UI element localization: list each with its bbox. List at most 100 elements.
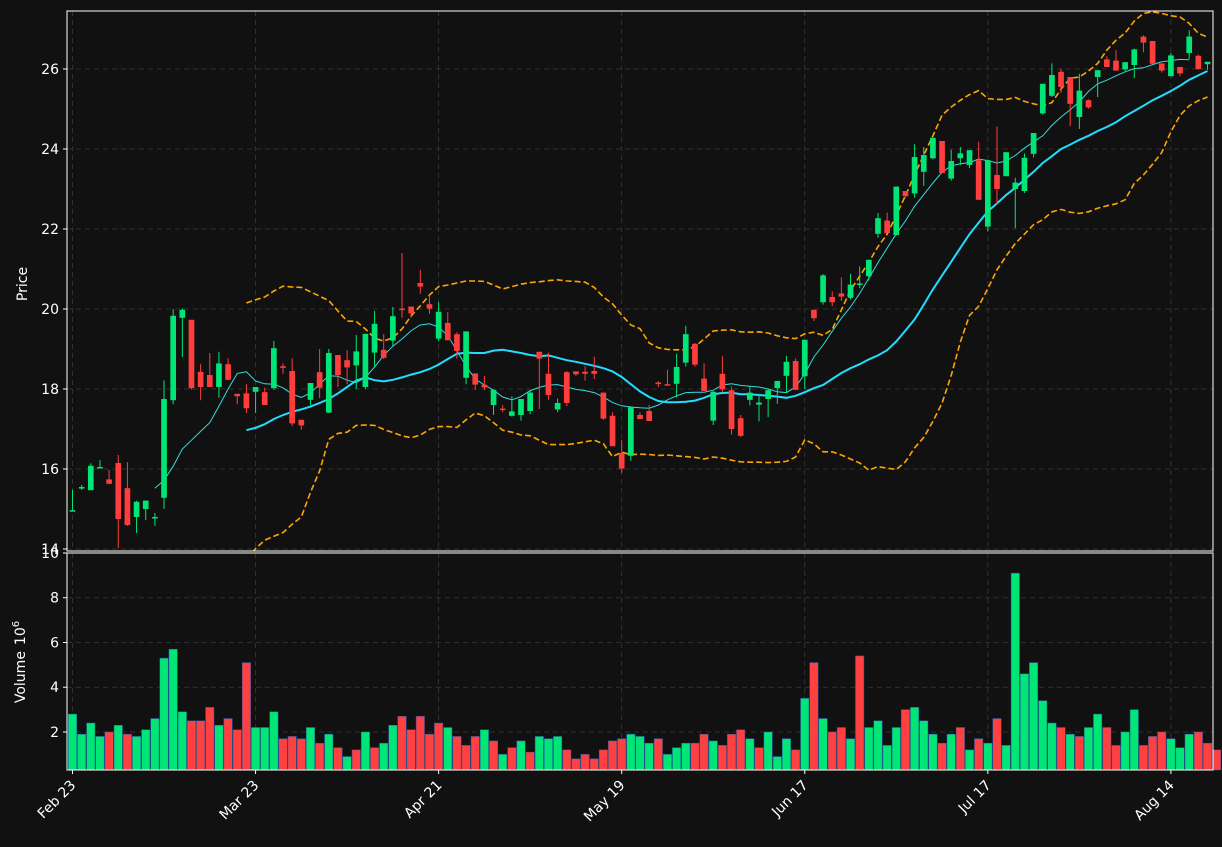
candle-body	[609, 415, 616, 447]
price-tick-label: 14	[41, 542, 59, 558]
candle	[719, 356, 726, 393]
candle-body	[399, 308, 405, 311]
volume-bar	[580, 754, 590, 771]
candle-body	[133, 501, 140, 517]
candle-body	[325, 353, 332, 413]
volume-bar	[324, 733, 334, 771]
candle	[271, 341, 277, 390]
candle-body	[710, 391, 717, 421]
candle	[600, 392, 607, 420]
candle	[628, 406, 634, 461]
candle	[1058, 68, 1064, 93]
candle-body	[692, 343, 698, 365]
candle	[325, 349, 332, 413]
candle-body	[472, 373, 479, 385]
volume-bar	[77, 733, 87, 771]
volume-bar	[809, 662, 819, 771]
candle-body	[152, 517, 158, 519]
volume-bar	[1148, 736, 1158, 771]
candle-body	[243, 393, 250, 409]
volume-bar	[946, 733, 956, 771]
candle-body	[316, 372, 323, 388]
volume-bar	[269, 711, 279, 771]
volume-bar	[653, 738, 663, 771]
volume-bar	[846, 738, 855, 771]
volume-bar	[781, 738, 791, 771]
candle-body	[628, 407, 634, 456]
volume-bar	[681, 742, 691, 771]
candle	[774, 381, 781, 404]
candle-body	[1085, 100, 1092, 108]
volume-bar	[598, 749, 608, 771]
volume-bar	[699, 733, 709, 771]
candle	[838, 277, 845, 301]
candle	[390, 307, 396, 347]
candle	[206, 353, 213, 387]
candle-body	[335, 355, 341, 375]
candle-body	[554, 403, 561, 410]
candle	[1094, 70, 1101, 97]
volume-bar	[553, 736, 563, 771]
volume-bar	[644, 742, 654, 771]
volume-bar	[608, 740, 618, 771]
candle-body	[371, 323, 378, 353]
candle-body	[115, 463, 122, 519]
candle-body	[69, 510, 76, 512]
candle	[1049, 63, 1055, 97]
candle	[307, 383, 314, 405]
candle	[1122, 62, 1128, 71]
volume-bar	[1084, 727, 1093, 771]
candle-body	[930, 137, 936, 159]
candle	[1003, 152, 1009, 177]
volume-bar	[1093, 713, 1103, 771]
candle-body	[856, 283, 863, 285]
candle	[454, 332, 460, 359]
candle	[69, 489, 76, 512]
candle	[1012, 177, 1019, 229]
candle-body	[591, 371, 598, 374]
candle-body	[600, 392, 607, 419]
volume-axis-exponent-power: 6	[11, 621, 22, 627]
candle-body	[280, 366, 286, 368]
candle	[408, 306, 415, 318]
candle	[179, 308, 186, 357]
volume-bar	[1212, 749, 1222, 771]
candle	[591, 356, 598, 379]
candle	[426, 295, 433, 314]
candle	[225, 358, 231, 380]
candle	[289, 358, 296, 427]
candle	[930, 137, 936, 160]
volume-bar	[516, 740, 526, 771]
volume-tick-label: 2	[50, 725, 59, 741]
candle	[1039, 83, 1046, 115]
volume-bar	[406, 729, 416, 771]
candle	[188, 319, 195, 390]
candle	[682, 325, 689, 367]
candle	[865, 259, 872, 281]
volume-bar	[187, 720, 196, 771]
volume-bar	[251, 727, 261, 771]
candle	[197, 363, 204, 401]
volume-bar	[1157, 731, 1167, 771]
candle-body	[728, 390, 735, 429]
volume-bar	[461, 745, 471, 771]
volume-bar	[818, 718, 828, 771]
candle	[1113, 50, 1119, 71]
candle	[1030, 133, 1037, 158]
candle-body	[865, 259, 872, 277]
candle-body	[1140, 36, 1147, 43]
candle	[1204, 61, 1211, 70]
candle-body	[811, 309, 817, 319]
candle	[646, 405, 652, 421]
candle-body	[792, 361, 799, 390]
candle	[463, 331, 469, 385]
volume-bar	[104, 731, 114, 771]
candle-body	[673, 367, 680, 384]
candle	[911, 144, 918, 198]
volume-bar	[1102, 727, 1112, 771]
candle	[957, 147, 964, 165]
candle	[536, 351, 543, 409]
candle-body	[307, 383, 314, 400]
volume-bar	[882, 745, 892, 771]
candle	[829, 291, 836, 307]
